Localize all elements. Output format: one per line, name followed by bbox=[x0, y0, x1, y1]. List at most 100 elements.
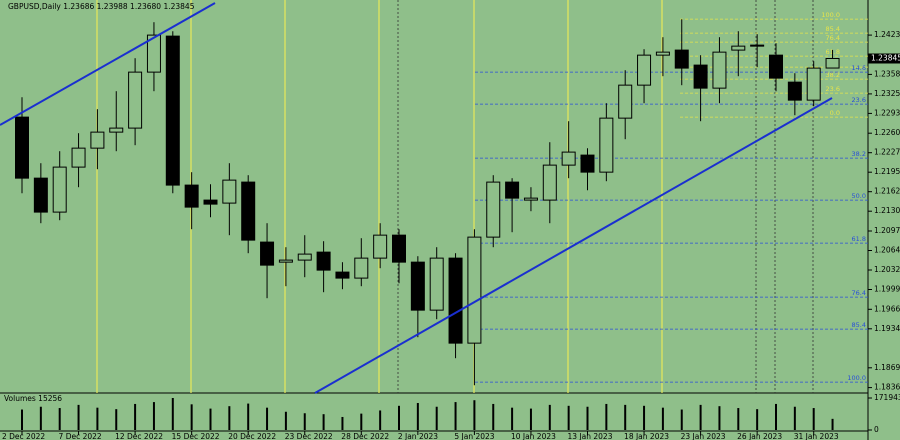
fib-label: 76.4 bbox=[852, 289, 866, 297]
candle-body bbox=[523, 197, 538, 201]
x-tick-label: 20 Dec 2022 bbox=[228, 432, 276, 440]
fib-label: 85.4 bbox=[826, 25, 840, 33]
y-tick-label: 1.21300 bbox=[874, 206, 900, 215]
y-tick-label: 1.19665 bbox=[874, 304, 900, 313]
candle-body bbox=[505, 181, 520, 199]
price-marker bbox=[868, 53, 900, 64]
candle-body bbox=[769, 54, 783, 79]
fib-label: 76.4 bbox=[826, 34, 840, 42]
candle-body bbox=[222, 179, 237, 204]
x-tick-label: 12 Dec 2022 bbox=[115, 432, 163, 440]
candle-body bbox=[33, 177, 48, 213]
y-tick-label: 1.20970 bbox=[874, 226, 900, 235]
candle-body bbox=[750, 44, 765, 47]
candle-body bbox=[674, 49, 689, 69]
fib-label: 50.0 bbox=[852, 192, 866, 200]
candle-body bbox=[825, 58, 840, 69]
fib-label: 0.0 bbox=[830, 109, 840, 117]
candle-body bbox=[486, 181, 501, 238]
y-tick-label: 1.22600 bbox=[874, 128, 900, 137]
x-tick-label: 10 Jan 2023 bbox=[511, 432, 556, 440]
x-tick-label: 2 Dec 2022 bbox=[2, 432, 45, 440]
fib-label: 14.6 bbox=[852, 64, 866, 72]
x-tick-label: 7 Dec 2022 bbox=[59, 432, 102, 440]
candle-body bbox=[15, 116, 29, 179]
candle-body bbox=[335, 271, 350, 279]
candle-body bbox=[184, 184, 199, 208]
candle-body bbox=[146, 34, 161, 73]
fib-label: 61.8 bbox=[852, 235, 866, 243]
candle-body bbox=[52, 166, 67, 213]
candle-body bbox=[278, 259, 293, 263]
candle-body bbox=[561, 151, 576, 166]
fib-label: 38.2 bbox=[826, 71, 840, 79]
y-tick-label: 1.20645 bbox=[874, 246, 900, 255]
fib-label: 85.4 bbox=[852, 321, 866, 329]
y-tick-label: 1.19995 bbox=[874, 285, 900, 294]
trend-line bbox=[0, 2, 216, 126]
candle-body bbox=[410, 261, 425, 311]
y-tick-label: 1.21625 bbox=[874, 187, 900, 196]
y-tick-label: 1.19340 bbox=[874, 324, 900, 333]
x-tick-label: 2 Jan 2023 bbox=[398, 432, 438, 440]
volume-tick-label: 0 bbox=[874, 425, 879, 434]
fib-label: 100.0 bbox=[847, 374, 866, 382]
y-tick-label: 1.2293 bbox=[874, 108, 900, 117]
x-tick-label: 23 Jan 2023 bbox=[681, 432, 726, 440]
y-tick-label: 1.23255 bbox=[874, 89, 900, 98]
x-tick-label: 31 Jan 2023 bbox=[794, 432, 839, 440]
candle-body bbox=[618, 84, 633, 119]
x-tick-label: 5 Jan 2023 bbox=[454, 432, 494, 440]
candle-body bbox=[373, 234, 388, 259]
candle-body bbox=[655, 51, 670, 56]
trend-line bbox=[314, 97, 833, 394]
volume-tick-label: 171943 bbox=[874, 393, 900, 402]
x-tick-label: 23 Dec 2022 bbox=[285, 432, 333, 440]
candle-body bbox=[580, 154, 595, 173]
candle-body bbox=[806, 67, 821, 101]
candle-body bbox=[316, 251, 331, 271]
y-tick-label: 1.21950 bbox=[874, 167, 900, 176]
x-tick-label: 18 Jan 2023 bbox=[624, 432, 669, 440]
volume-label: Volumes 15256 bbox=[4, 394, 62, 403]
candle-body bbox=[542, 164, 557, 201]
y-tick-label: 1.20320 bbox=[874, 265, 900, 274]
fib-label: 100.0 bbox=[821, 11, 840, 19]
chart-title: GBPUSD,Daily 1.23686 1.23988 1.23680 1.2… bbox=[8, 2, 195, 11]
candle-body bbox=[203, 199, 218, 205]
candle-body bbox=[787, 81, 802, 101]
price-marker-label: 1.23845 bbox=[871, 54, 900, 63]
y-tick-label: 1.22275 bbox=[874, 148, 900, 157]
y-tick-label: 1.18360 bbox=[874, 383, 900, 392]
y-tick-label: 1.24235 bbox=[874, 30, 900, 39]
fib-label: 23.6 bbox=[852, 96, 866, 104]
y-tick-label: 1.23580 bbox=[874, 69, 900, 78]
candle-body bbox=[71, 147, 86, 168]
y-tick-label: 1.18690 bbox=[874, 363, 900, 372]
candle-body bbox=[448, 257, 463, 344]
candle-body bbox=[354, 257, 369, 279]
x-tick-label: 26 Jan 2023 bbox=[737, 432, 782, 440]
candle-body bbox=[712, 51, 727, 89]
candle-body bbox=[693, 64, 708, 89]
candle-body bbox=[260, 241, 275, 266]
candle-body bbox=[731, 45, 746, 51]
candle-body bbox=[90, 131, 105, 149]
candle-body bbox=[165, 35, 180, 186]
candle-body bbox=[241, 181, 256, 241]
fib-label: 38.2 bbox=[852, 150, 866, 158]
fib-label: 23.6 bbox=[826, 85, 840, 93]
candle-body bbox=[637, 54, 652, 86]
candle-body bbox=[297, 253, 312, 261]
candle-body bbox=[128, 71, 143, 129]
candle-body bbox=[429, 257, 444, 311]
x-tick-label: 13 Jan 2023 bbox=[568, 432, 613, 440]
candle-body bbox=[109, 127, 124, 133]
x-tick-label: 15 Dec 2022 bbox=[172, 432, 220, 440]
x-tick-label: 28 Dec 2022 bbox=[341, 432, 389, 440]
candle-body bbox=[599, 117, 614, 173]
candle-body bbox=[392, 234, 406, 263]
candle-body bbox=[467, 236, 482, 344]
